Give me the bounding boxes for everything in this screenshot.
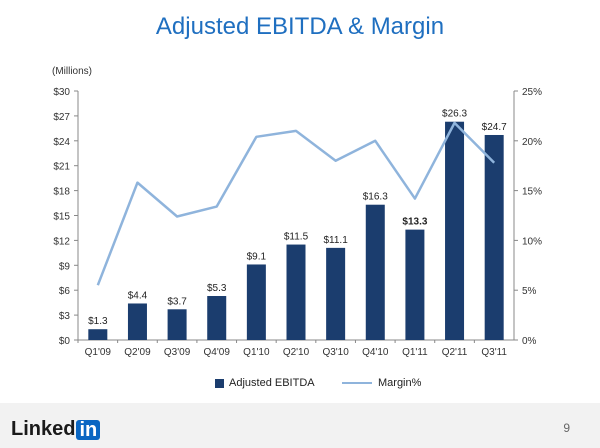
y-left-tick-label: $12 <box>53 236 70 247</box>
x-tick-label: Q2'10 <box>283 347 310 358</box>
y-right-tick-label: 20% <box>522 137 542 148</box>
bar-value-label: $4.4 <box>128 290 148 301</box>
legend-line-margin <box>342 382 372 384</box>
margin-line <box>96 121 496 286</box>
linkedin-logo: Linked in <box>11 418 101 441</box>
bar-value-label: $13.3 <box>402 217 427 228</box>
ebitda-bar <box>127 303 147 340</box>
x-tick-label: Q2'11 <box>442 347 468 358</box>
bar-value-label: $9.1 <box>247 251 267 262</box>
y-right-tick-label: 15% <box>522 187 542 198</box>
x-tick-label: Q1'09 <box>85 347 112 358</box>
x-tick-label: Q2'09 <box>124 347 151 358</box>
x-tick-label: Q1'11 <box>402 347 428 358</box>
y-left-tick-label: $27 <box>53 112 70 123</box>
ebitda-bar <box>207 296 227 340</box>
ebitda-bar <box>326 247 346 340</box>
y-left-tick-label: $18 <box>53 187 70 198</box>
logo-badge: in <box>76 419 101 440</box>
legend-label-ebitda: Adjusted EBITDA <box>229 377 315 389</box>
ebitda-bar <box>246 264 266 340</box>
legend-item-ebitda: Adjusted EBITDA <box>215 377 315 389</box>
legend-label-margin: Margin% <box>378 377 422 389</box>
chart-canvas: $0 $3 $6 $9 $12 $15 $18 $21 $24 $27 $30 0% 5% 10% 15% 2… <box>53 87 542 358</box>
x-tick-label: Q3'11 <box>481 347 507 358</box>
ebitda-bar <box>405 229 425 340</box>
bar-value-label: $3.7 <box>167 296 187 307</box>
bar-value-label: $26.3 <box>442 109 467 120</box>
ebitda-bar <box>286 244 306 340</box>
x-tick-label: Q3'09 <box>164 347 191 358</box>
slide-footer: Linked in 9 <box>0 403 600 448</box>
y-right-tick-label: 25% <box>522 87 542 98</box>
ebitda-bar <box>167 309 187 340</box>
bar-value-label: $1.3 <box>88 316 108 327</box>
y-left-tick-label: $15 <box>53 212 70 223</box>
bar-value-label: $16.3 <box>363 192 388 203</box>
x-tick-label: Q1'10 <box>243 347 270 358</box>
bar-value-label: $11.5 <box>284 232 309 243</box>
y-left-tick-label: $24 <box>53 137 70 148</box>
ebitda-bar <box>484 134 504 340</box>
y-left-tick-label: $6 <box>59 286 71 297</box>
x-tick-label: Q4'09 <box>204 347 231 358</box>
logo-text: Linked <box>11 418 76 440</box>
y-right-tick-label: 0% <box>522 336 537 347</box>
bar-value-label: $24.7 <box>482 122 507 133</box>
y-left-tick-label: $9 <box>59 261 71 272</box>
legend-swatch-ebitda <box>215 378 224 388</box>
y-left-tick-label: $0 <box>59 336 71 347</box>
legend-item-margin: Margin% <box>342 377 421 389</box>
y-left-tick-label: $21 <box>53 162 70 173</box>
ebitda-bar <box>88 329 108 340</box>
bar-value-label: $5.3 <box>207 283 227 294</box>
x-tick-label: Q3'10 <box>322 347 349 358</box>
y-right-tick-label: 10% <box>522 236 542 247</box>
y-left-tick-label: $30 <box>53 87 70 98</box>
y-right-tick-label: 5% <box>522 286 537 297</box>
bar-value-label: $11.1 <box>323 235 348 246</box>
ebitda-bar <box>365 204 385 340</box>
ebitda-bar <box>445 121 465 341</box>
chart-title: Adjusted EBITDA & Margin <box>155 13 445 40</box>
x-tick-label: Q4'10 <box>362 347 389 358</box>
y-left-tick-label: $3 <box>59 311 71 322</box>
page-number: 9 <box>563 421 570 435</box>
unit-label: (Millions) <box>52 66 92 77</box>
